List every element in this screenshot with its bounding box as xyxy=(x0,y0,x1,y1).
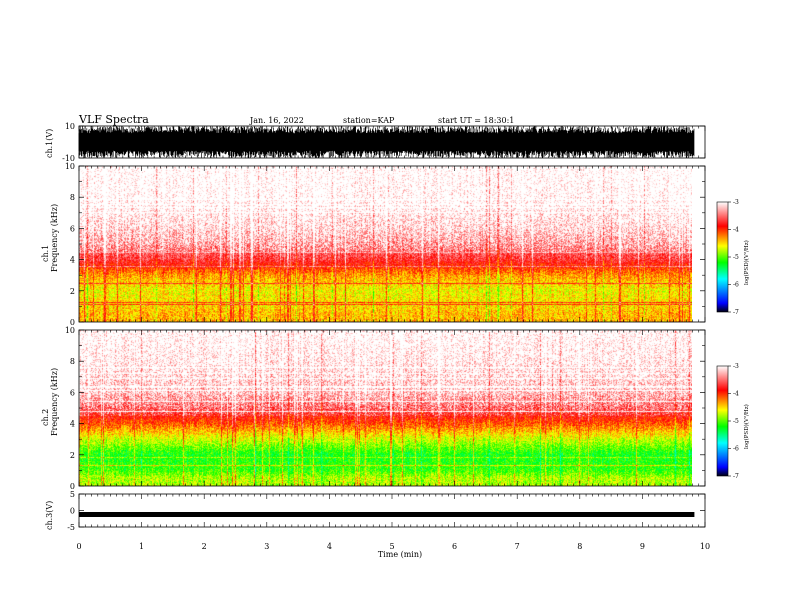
x-tick-label: 7 xyxy=(515,542,520,551)
ch3-ylabel: ch.3(V) xyxy=(45,501,54,530)
y-tick-label: -5 xyxy=(67,523,75,532)
colorbar-tick-label: -6 xyxy=(733,282,739,289)
colorbar-tick-label: -4 xyxy=(733,227,739,234)
colorbar-ch1-label: log(PSD)(V²/Hz) xyxy=(743,240,750,285)
ch2-spectrogram-image xyxy=(79,330,692,486)
y-tick-label: 2 xyxy=(70,287,75,296)
y-tick-label: 8 xyxy=(70,357,75,366)
x-tick-label: 10 xyxy=(700,542,710,551)
ch1-spec-ylabel-freq: Frequency (kHz) xyxy=(50,204,59,272)
x-axis-label: Time (min) xyxy=(378,550,422,559)
colorbar-tick-label: -6 xyxy=(733,446,739,453)
colorbar-tick-label: -7 xyxy=(733,473,739,480)
colorbar-ch1-gradient xyxy=(716,201,729,313)
y-tick-label: 6 xyxy=(70,388,75,397)
y-tick-label: 0 xyxy=(70,482,75,491)
y-tick-label: 2 xyxy=(70,451,75,460)
colorbar-tick-label: -5 xyxy=(733,418,739,425)
y-tick-label: -10 xyxy=(62,154,75,163)
x-tick-label: 3 xyxy=(264,542,269,551)
colorbar-ch2: -3 -4 -5 -6 -7 log(PSD)(V²/Hz) xyxy=(716,363,750,480)
y-tick-label: 4 xyxy=(70,256,75,265)
y-tick-label: 4 xyxy=(70,420,75,429)
y-tick-label: 5 xyxy=(70,490,75,499)
ch1-spectrogram-panel xyxy=(79,166,692,322)
ch3-waveform-trace xyxy=(79,512,695,517)
x-tick-label: 4 xyxy=(327,542,332,551)
y-tick-label: 8 xyxy=(70,193,75,202)
x-tick-label: 6 xyxy=(452,542,457,551)
colorbar-tick-label: -4 xyxy=(733,391,739,398)
colorbar-ch2-gradient xyxy=(716,365,729,477)
x-tick-label: 5 xyxy=(389,542,394,551)
figure-title: VLF Spectra xyxy=(78,113,149,126)
x-tick-label: 8 xyxy=(577,542,582,551)
ch1-waveform-trace xyxy=(78,126,695,158)
colorbar-ch2-label: log(PSD)(V²/Hz) xyxy=(743,404,750,449)
ch2-spec-ylabel-freq: Frequency (kHz) xyxy=(50,368,59,436)
ch1-waveform-panel xyxy=(78,126,695,158)
colorbar-ch1: -3 -4 -5 -6 -7 log(PSD)(V²/Hz) xyxy=(716,199,750,316)
colorbar-tick-label: -3 xyxy=(733,363,739,370)
y-tick-label: 10 xyxy=(65,162,75,171)
y-tick-label: 10 xyxy=(65,122,75,131)
y-tick-label: 0 xyxy=(70,507,75,516)
start-time-label: start UT = 18:30:1 xyxy=(438,116,514,125)
date-label: Jan. 16, 2022 xyxy=(249,116,304,125)
colorbar-tick-label: -7 xyxy=(733,309,739,316)
y-tick-label: 0 xyxy=(70,318,75,327)
y-tick-label: 6 xyxy=(70,224,75,233)
colorbar-tick-label: -5 xyxy=(733,254,739,261)
station-label: station=KAP xyxy=(343,116,395,125)
y-tick-label: 10 xyxy=(65,326,75,335)
ch2-spectrogram-panel xyxy=(79,330,692,486)
x-tick-label: 1 xyxy=(139,542,144,551)
x-tick-label: 9 xyxy=(640,542,645,551)
ch1-ylabel: ch.1(V) xyxy=(45,129,54,158)
colorbar-tick-label: -3 xyxy=(733,199,739,206)
ch2-spec-ylabel-channel: ch.2 xyxy=(41,409,50,426)
ch1-spec-ylabel-channel: ch.1 xyxy=(41,245,50,262)
x-tick-label: 0 xyxy=(76,542,81,551)
x-tick-label: 2 xyxy=(202,542,207,551)
ch1-spectrogram-image xyxy=(79,166,692,322)
ch3-waveform-panel xyxy=(79,512,695,517)
